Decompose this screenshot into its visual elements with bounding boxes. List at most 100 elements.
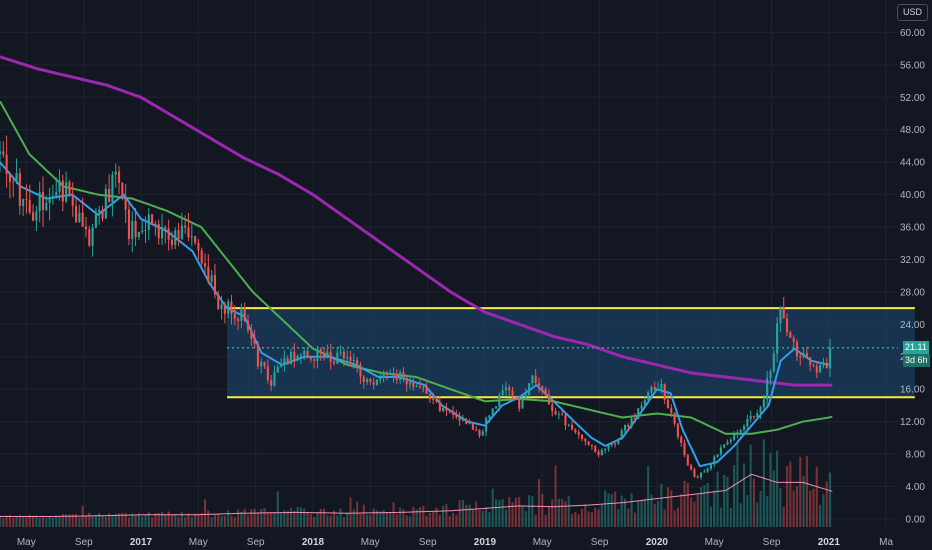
volume-bar [600, 504, 603, 527]
candle-body [362, 376, 365, 382]
volume-bar [448, 516, 451, 527]
candle-body [81, 212, 84, 227]
volume-bar [326, 515, 329, 527]
volume-bar [127, 517, 131, 527]
candle-body [607, 445, 610, 449]
candle-body [141, 230, 144, 232]
volume-bar [614, 491, 617, 527]
candle-body [154, 223, 157, 225]
volume-bar [399, 507, 402, 527]
candle-body [537, 383, 541, 387]
candle-body [379, 377, 382, 380]
price-tick-label: 24.00 [900, 320, 925, 331]
candle-body [303, 350, 306, 356]
candle-body [518, 398, 521, 409]
volume-bar [299, 507, 302, 527]
candle-body [263, 361, 266, 367]
candle-body [280, 363, 283, 367]
volume-bar [584, 504, 587, 527]
candle-body [683, 442, 686, 456]
time-axis[interactable]: May Sep 2017 May Sep 2018 May Sep 2019 May Sep 2020… [17, 537, 894, 548]
volume-bar [382, 509, 385, 527]
candle-body [25, 198, 28, 200]
candle-body [0, 151, 2, 155]
volume-bar [528, 495, 531, 527]
candle-body [12, 181, 15, 183]
candle-body [541, 386, 544, 390]
currency-badge[interactable]: USD [896, 4, 928, 21]
month-tick-label: Sep [247, 537, 265, 548]
volume-bars [0, 439, 832, 527]
candle-body [465, 419, 468, 424]
volume-bar [243, 508, 246, 527]
volume-bar [822, 494, 825, 527]
volume-bar [111, 516, 114, 527]
candle-body [349, 357, 352, 361]
candle-body [127, 209, 131, 239]
candle-body [686, 455, 689, 466]
volume-bar [508, 497, 511, 527]
volume-bar [795, 486, 799, 527]
candle-body [402, 372, 405, 378]
candle-body [574, 429, 577, 433]
candle-body [819, 365, 822, 373]
ma-short-line [0, 161, 830, 468]
volume-bar [5, 515, 8, 527]
price-tick-label: 36.00 [900, 223, 925, 234]
volume-bar [154, 513, 157, 527]
volume-bar [104, 516, 107, 527]
volume-bar [270, 513, 273, 527]
volume-bar [571, 514, 574, 527]
candle-body [124, 198, 127, 210]
price-tick-label: 4.00 [906, 482, 926, 493]
candle-body [785, 318, 789, 333]
price-tick-label: 0.00 [906, 514, 926, 525]
volume-bar [170, 515, 174, 527]
volume-bar [465, 504, 468, 527]
candle-body [653, 387, 656, 390]
candle-body [637, 408, 640, 419]
volume-bar [246, 515, 250, 527]
volume-bar [746, 495, 749, 527]
volume-bar [8, 514, 11, 527]
price-tick-label: 8.00 [906, 450, 926, 461]
volume-bar [359, 514, 362, 527]
volume-bar [752, 478, 756, 527]
volume-bar [653, 503, 656, 527]
candle-body [293, 351, 296, 361]
volume-bar [237, 509, 240, 527]
candle-body [412, 382, 415, 388]
candle-body [713, 456, 716, 465]
volume-bar [567, 496, 570, 527]
candle-body [88, 229, 91, 246]
volume-bar [289, 507, 293, 527]
candle-body [805, 353, 808, 358]
candle-body [802, 353, 805, 357]
candle-body [336, 352, 339, 364]
volume-bar [0, 515, 2, 527]
candle-body [475, 429, 478, 431]
candle-body [309, 357, 312, 360]
volume-bar [478, 509, 481, 527]
candle-body [468, 422, 471, 424]
volume-bar [58, 516, 61, 527]
candle-body [18, 173, 21, 207]
volume-bar [776, 450, 779, 527]
candle-body [395, 375, 398, 380]
volume-bar [739, 503, 742, 527]
volume-bar [607, 493, 610, 527]
moving-averages [0, 55, 833, 517]
candle-body [630, 418, 633, 427]
candle-body [647, 392, 650, 400]
candle-body [498, 395, 501, 407]
volume-bar [194, 513, 197, 527]
price-tick-label: 16.00 [900, 385, 925, 396]
candle-body [709, 464, 713, 469]
volume-bar [167, 511, 170, 527]
volume-bar [230, 515, 233, 527]
volume-bar [643, 500, 646, 527]
candle-body [177, 229, 180, 240]
candle-body [733, 434, 736, 440]
candle-body [194, 236, 197, 243]
